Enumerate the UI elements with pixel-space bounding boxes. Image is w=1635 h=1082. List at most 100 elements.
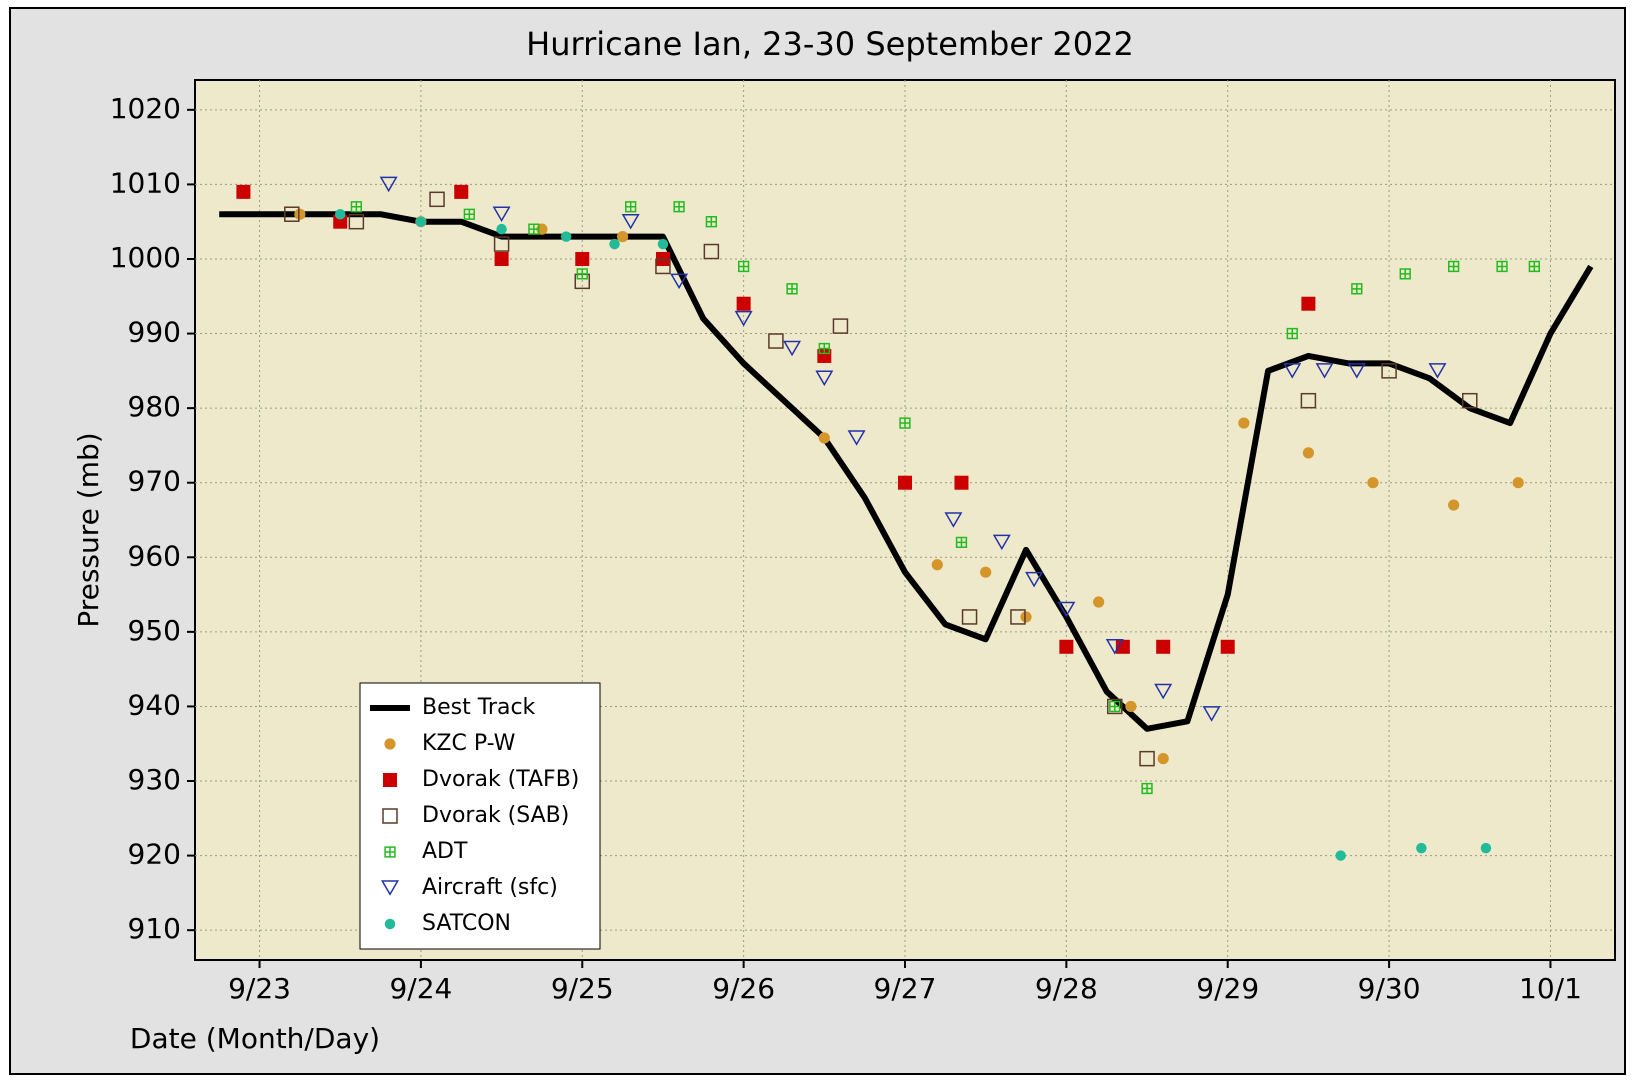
legend-swatch	[382, 808, 398, 824]
point	[492, 206, 511, 223]
point	[1528, 260, 1540, 273]
legend-swatch	[383, 773, 397, 787]
x-tick-label: 10/1	[1519, 972, 1582, 1005]
point	[703, 243, 720, 260]
point	[1351, 283, 1363, 295]
point	[1399, 268, 1411, 280]
point	[1156, 639, 1171, 654]
point	[1105, 639, 1124, 655]
point	[734, 310, 753, 327]
point	[736, 296, 751, 311]
y-tick-label: 930	[128, 763, 181, 796]
legend-label: Best Track	[422, 695, 536, 720]
x-axis-label: Date (Month/Day)	[130, 1022, 380, 1055]
legend-label: Aircraft (sfc)	[422, 875, 558, 900]
point	[1093, 596, 1105, 608]
legend: Best Track KZC P-W Dvorak (TAFB) Dvorak (SA…	[359, 682, 601, 950]
point	[657, 238, 669, 250]
point	[1025, 571, 1044, 588]
point	[944, 512, 963, 528]
point	[1220, 639, 1235, 654]
point	[1496, 260, 1508, 273]
x-tick-label: 9/25	[551, 972, 614, 1005]
legend-label: Dvorak (SAB)	[422, 803, 569, 828]
x-tick-label: 9/29	[1196, 972, 1259, 1005]
point	[1315, 363, 1334, 379]
legend-swatch	[384, 738, 396, 750]
point	[333, 214, 348, 229]
point	[1057, 601, 1076, 618]
point	[1286, 327, 1298, 340]
y-tick-label: 1010	[110, 166, 181, 199]
x-tick-label: 9/23	[228, 972, 291, 1005]
point	[783, 340, 802, 357]
x-tick-label: 9/27	[874, 972, 937, 1005]
point	[1416, 842, 1427, 854]
point	[673, 201, 685, 213]
point	[1301, 296, 1316, 311]
point	[294, 208, 306, 220]
x-tick-label: 9/24	[389, 972, 452, 1005]
y-tick-label: 920	[128, 838, 181, 871]
point	[1202, 706, 1221, 722]
legend-label: Dvorak (TAFB)	[422, 767, 579, 792]
y-tick-label: 960	[128, 539, 181, 572]
point	[1010, 609, 1026, 625]
point	[1107, 698, 1123, 715]
point	[670, 273, 689, 290]
point	[528, 223, 540, 235]
x-tick-label: 9/26	[712, 972, 775, 1005]
point	[1059, 639, 1074, 654]
point	[454, 184, 469, 199]
y-tick-label: 950	[128, 614, 181, 647]
point	[1238, 417, 1250, 429]
point	[379, 176, 398, 193]
point	[575, 251, 590, 266]
point	[284, 206, 300, 222]
point	[1020, 611, 1032, 623]
legend-label: SATCON	[422, 911, 511, 936]
point	[617, 231, 629, 243]
point	[1462, 392, 1478, 409]
point	[493, 236, 510, 252]
point	[1115, 639, 1130, 654]
point	[1141, 782, 1153, 795]
point	[429, 191, 445, 208]
point	[609, 238, 620, 250]
point	[625, 201, 637, 213]
point	[496, 223, 507, 235]
point	[961, 609, 978, 625]
point	[815, 370, 834, 387]
point	[1109, 700, 1121, 713]
point	[980, 566, 992, 578]
point	[1448, 499, 1460, 511]
point	[847, 430, 866, 446]
legend-swatch	[380, 880, 400, 896]
point	[768, 333, 784, 349]
point	[1157, 753, 1169, 765]
y-tick-label: 940	[128, 688, 181, 721]
y-axis-label: Pressure (mb)	[72, 432, 105, 627]
chart-title: Hurricane Ian, 23-30 September 2022	[526, 25, 1134, 63]
point	[621, 213, 640, 230]
point	[494, 251, 509, 266]
point	[1335, 850, 1346, 861]
point	[348, 213, 365, 230]
point	[350, 201, 363, 213]
y-tick-label: 1000	[110, 241, 181, 274]
point	[786, 283, 798, 295]
point	[1367, 477, 1379, 489]
legend-swatch	[384, 846, 396, 858]
point	[899, 417, 911, 429]
point	[576, 268, 588, 280]
point	[1428, 363, 1447, 379]
point	[1447, 260, 1460, 273]
legend-swatch	[384, 918, 396, 930]
point	[1139, 750, 1155, 767]
point	[898, 475, 912, 490]
point	[818, 432, 830, 444]
x-tick-label: 9/28	[1035, 972, 1098, 1005]
y-tick-label: 970	[128, 465, 181, 498]
point	[818, 342, 830, 355]
